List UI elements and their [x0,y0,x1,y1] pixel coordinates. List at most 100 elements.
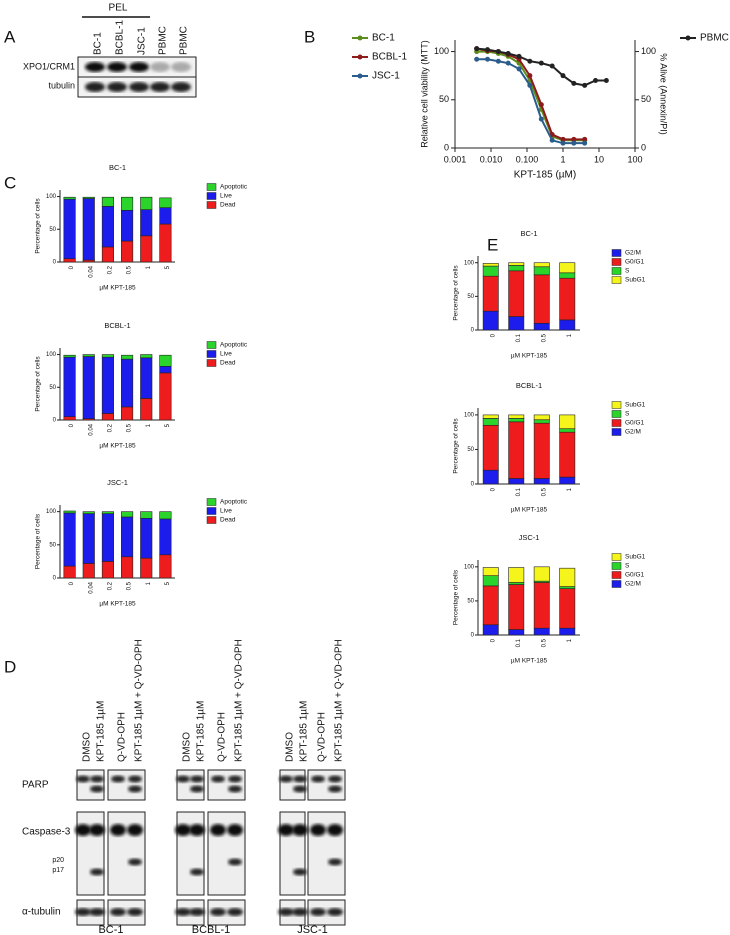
x-tick-label: 1 [146,265,152,269]
data-point [516,66,522,72]
bar-segment [533,266,550,276]
lane-label: KPT-185 1µM + Q-VD-OPH [334,639,345,762]
legend-label: Dead [220,517,236,524]
x-tick-label: 0.5 [127,423,133,432]
bar-segment [508,567,525,583]
x-tick-label: 1 [567,638,573,642]
data-point [538,116,544,122]
band [90,775,104,783]
band [228,785,242,793]
bar-segment [482,414,499,419]
data-point [582,140,588,146]
band [190,775,204,783]
y-tick-label: 50 [49,385,56,391]
legend-swatch [611,249,622,257]
lane-label: DMSO [82,732,93,762]
legend-label: Apoptotic [220,342,248,349]
bar-segment [508,262,525,266]
x-axis-label: µM KPT-185 [99,285,136,292]
bar-segment [159,372,172,421]
y-tick-label: 0 [471,482,475,488]
legend-swatch [611,258,622,266]
legend-swatch [611,276,622,284]
band [176,775,190,783]
bar-segment [121,406,134,421]
row-label: Caspase-3 [22,827,71,838]
bar-segment [559,277,576,321]
x-tick-label: 1 [567,487,573,491]
bar-segment [508,629,525,636]
data-point [495,58,501,64]
x-tick-label: 0 [490,333,496,337]
x-axis-label: µM KPT-185 [511,507,548,514]
bar-segment [63,196,76,200]
band [228,858,242,866]
bar-segment [159,366,172,374]
band [76,775,90,783]
bar-segment [140,398,153,421]
lane-label: BC-1 [93,32,104,55]
x-tick-label: 0.04 [88,423,94,435]
band [128,775,142,783]
band [89,908,105,916]
band [210,908,226,916]
y-tick-label: 100 [464,260,475,266]
band [328,785,342,793]
chart-title: JSC-1 [107,478,128,487]
bar-segment [508,316,525,331]
x-axis-label: µM KPT-185 [511,658,548,665]
legend-marker [357,73,363,79]
x-tick-label: 0.04 [88,581,94,593]
lane-label: KPT-185 1µM [96,701,107,762]
bar-segment [533,414,550,421]
band [310,824,326,836]
y-axis-label: Percentage of cells [453,569,460,625]
bar-segment [140,511,153,519]
legend-label: SubG1 [625,277,646,284]
legend-label: G0/G1 [625,572,645,579]
x-tick-label: 0.5 [127,581,133,590]
bar-segment [559,262,576,274]
y-tick-label: 50 [467,447,474,453]
x-axis-label: µM KPT-185 [99,443,136,450]
blot [76,769,105,801]
y-tick-label: 50 [439,94,449,104]
bar-segment [533,422,550,479]
bar-segment [121,511,134,518]
legend-label: S [625,411,630,418]
series-line [476,58,585,145]
data-point [593,78,599,83]
bar-segment [559,588,576,629]
panel-label: B [304,27,315,46]
x-tick-label: 1 [567,333,573,337]
bar-segment [533,274,550,324]
bar-segment [82,513,95,564]
x-tick-label: 0 [69,265,75,269]
band [75,908,91,916]
bar-segment [559,586,576,589]
band [327,908,343,916]
lane-label: Q-VD-OPH [217,712,228,762]
axis [59,505,175,579]
cell-line-label: JSC-1 [297,924,328,935]
band [85,82,105,92]
band [210,824,226,836]
legend-swatch [206,192,217,200]
blot [107,811,146,896]
bar-segment [121,354,134,360]
band [127,824,143,836]
band [279,775,293,783]
bar-segment [101,513,114,562]
y-tick-label: 0 [53,260,57,266]
band [75,824,91,836]
bar-segment [482,585,499,626]
bar-segment [82,356,95,419]
y-axis-label: Percentage of cells [35,356,42,412]
band [227,908,243,916]
legend-label: Live [220,193,232,200]
legend-label: G2/M [625,250,641,257]
bar-segment [101,206,114,248]
group-label: PEL [109,3,128,14]
bar-segment [482,469,499,485]
legend-label: JSC-1 [372,71,400,82]
